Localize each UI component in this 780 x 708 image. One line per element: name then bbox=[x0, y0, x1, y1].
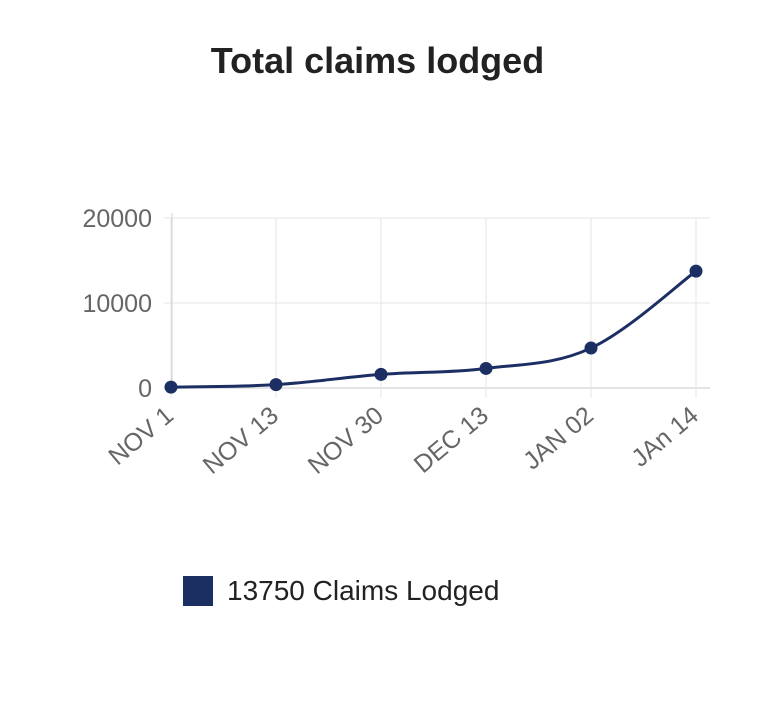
chart-title: Total claims lodged bbox=[210, 40, 545, 81]
y-axis-ticks: 0 10000 20000 bbox=[82, 205, 152, 403]
data-point bbox=[164, 380, 178, 394]
legend-label: 13750 Claims Lodged bbox=[227, 575, 500, 606]
data-points bbox=[164, 264, 703, 394]
y-tick-label: 20000 bbox=[82, 205, 152, 233]
x-tick-label: NOV 1 bbox=[103, 401, 178, 471]
x-tick-label: JAn 14 bbox=[626, 401, 704, 473]
legend: 13750 Claims Lodged bbox=[183, 575, 499, 607]
data-point bbox=[269, 378, 283, 392]
y-tick-label: 10000 bbox=[82, 290, 152, 318]
data-point bbox=[479, 361, 493, 375]
data-point bbox=[689, 264, 703, 278]
x-tick-label: DEC 13 bbox=[409, 401, 494, 479]
y-tick-label: 0 bbox=[138, 375, 152, 403]
x-tick-label: NOV 13 bbox=[198, 401, 284, 480]
grid-layer bbox=[164, 213, 710, 398]
x-axis-ticks: NOV 1 NOV 13 NOV 30 DEC 13 JAN 02 JAn 14 bbox=[103, 401, 704, 480]
x-tick-label: JAN 02 bbox=[518, 401, 599, 475]
data-point bbox=[584, 341, 598, 355]
series-line bbox=[170, 269, 697, 389]
legend-swatch bbox=[183, 576, 213, 606]
data-point bbox=[374, 367, 388, 381]
x-tick-label: NOV 30 bbox=[303, 401, 389, 480]
